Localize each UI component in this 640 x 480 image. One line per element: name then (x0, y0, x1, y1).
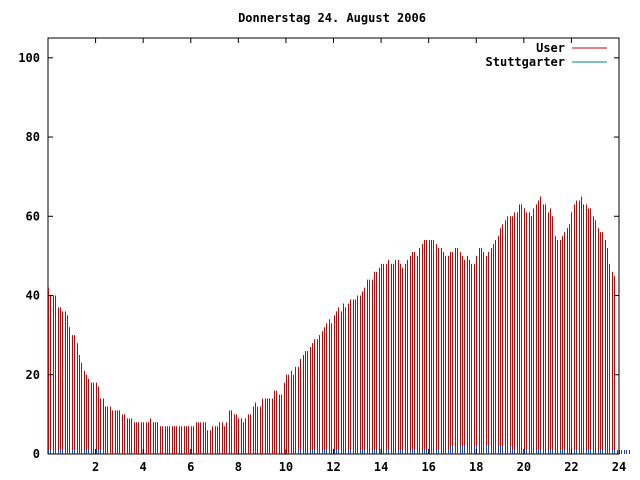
x-tick-label: 14 (374, 460, 388, 474)
y-tick-label: 0 (33, 447, 40, 461)
legend-label-stuttgarter: Stuttgarter (486, 55, 565, 69)
stuttgarter-series (48, 446, 630, 454)
x-tick-label: 12 (326, 460, 340, 474)
x-tick-label: 18 (469, 460, 483, 474)
legend: User Stuttgarter (486, 41, 607, 69)
legend-label-user: User (536, 41, 565, 55)
x-tick-label: 8 (235, 460, 242, 474)
y-tick-label: 20 (26, 368, 40, 382)
chart-title: Donnerstag 24. August 2006 (238, 11, 426, 25)
x-tick-label: 24 (612, 460, 626, 474)
y-tick-label: 40 (26, 289, 40, 303)
y-tick-label: 100 (18, 51, 40, 65)
y-tick-label: 60 (26, 209, 40, 223)
user-series (48, 196, 615, 454)
x-tick-label: 16 (421, 460, 435, 474)
x-tick-label: 6 (187, 460, 194, 474)
x-tick-label: 4 (140, 460, 147, 474)
x-tick-label: 10 (279, 460, 293, 474)
x-tick-label: 2 (92, 460, 99, 474)
y-tick-label: 80 (26, 130, 40, 144)
x-axis: 2 4 6 8 10 12 14 16 18 20 22 24 (92, 38, 626, 474)
y-axis: 0 20 40 60 80 100 (18, 51, 619, 461)
x-tick-label: 22 (564, 460, 578, 474)
x-tick-label: 20 (517, 460, 531, 474)
